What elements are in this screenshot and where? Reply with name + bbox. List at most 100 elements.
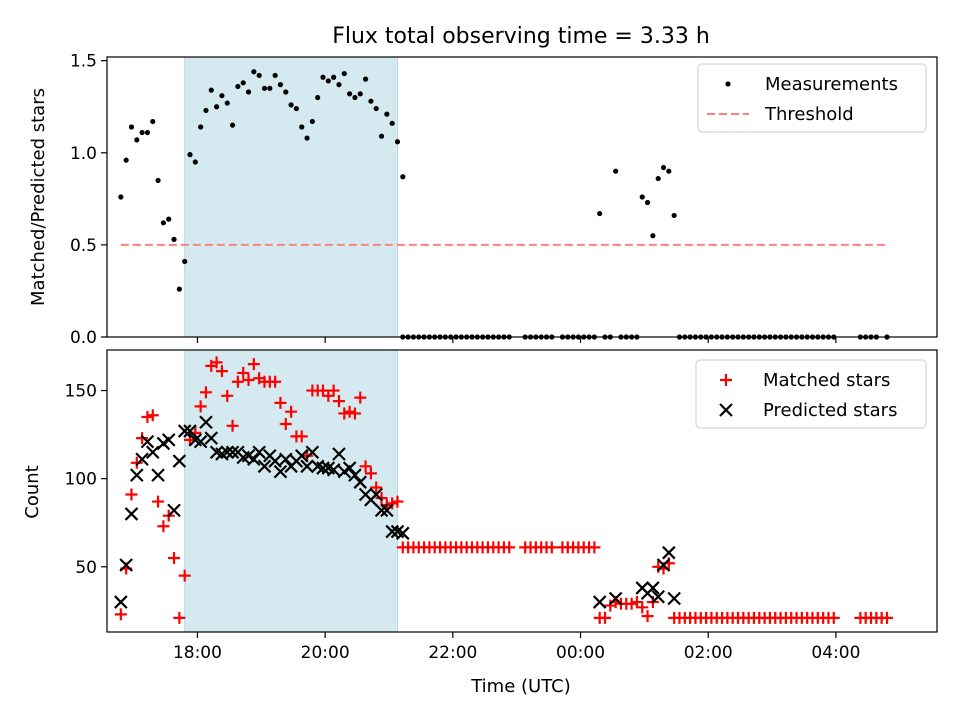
predicted-star-point xyxy=(656,558,671,572)
predicted-star-point xyxy=(651,589,665,604)
matched-star-point xyxy=(332,395,345,408)
matched-star-point xyxy=(359,460,372,473)
matched-star-point xyxy=(269,375,282,388)
measurement-point xyxy=(352,94,358,101)
y-tick-label: 0.5 xyxy=(70,236,97,256)
predicted-star-point xyxy=(167,503,181,518)
matched-star-point xyxy=(364,467,377,480)
matched-star-point xyxy=(237,366,250,379)
predicted-star-point xyxy=(278,452,293,467)
matched-star-point xyxy=(354,391,367,404)
measurement-point xyxy=(331,74,337,80)
predicted-star-point xyxy=(592,595,607,609)
measurement-point xyxy=(192,159,198,165)
measurement-point xyxy=(182,258,188,265)
predicted-star-point xyxy=(161,433,176,447)
matched-star-point xyxy=(173,611,186,624)
measurement-point xyxy=(160,220,166,226)
measurement-point xyxy=(144,129,151,136)
matched-star-point xyxy=(247,358,260,371)
measurement-point xyxy=(219,93,225,99)
matched-star-point xyxy=(375,492,388,505)
measurement-point xyxy=(389,120,395,126)
matched-star-point xyxy=(370,481,383,494)
predicted-star-point xyxy=(662,545,676,560)
measurement-point xyxy=(325,78,331,84)
matched-star-point xyxy=(599,611,611,624)
measurement-point xyxy=(341,70,347,77)
matched-star-point xyxy=(279,418,292,431)
top-axes: 0.0 0.5 1.0 1.5 xyxy=(70,52,938,348)
matched-star-point xyxy=(199,386,212,399)
top-legend: Measurements Threshold xyxy=(697,63,927,133)
predicted-star-point xyxy=(374,503,389,518)
measurement-point xyxy=(261,85,268,91)
y-tick-label: 1.5 xyxy=(70,52,97,72)
matched-star-point xyxy=(285,405,298,418)
predicted-star-point xyxy=(305,445,320,460)
measurement-point xyxy=(655,175,661,182)
bottom-plot-frame xyxy=(106,349,938,633)
measurement-point xyxy=(187,152,193,158)
matched-star-point xyxy=(630,596,643,609)
matched-star-point xyxy=(641,610,654,623)
legend-matched-label: Matched stars xyxy=(763,370,890,391)
measurement-point xyxy=(256,72,262,79)
measurement-point xyxy=(666,168,672,174)
matched-star-point xyxy=(343,405,356,418)
measurement-point xyxy=(245,89,252,95)
predicted-star-point xyxy=(247,452,261,467)
matched-star-point xyxy=(114,608,127,621)
top-plot-frame xyxy=(106,56,938,338)
matched-star-point xyxy=(231,375,244,388)
measurement-point xyxy=(198,124,204,130)
x-tick-label: 02:00 xyxy=(684,643,733,663)
matched-star-point xyxy=(317,384,330,397)
measurement-point xyxy=(394,139,401,145)
predicted-star-point xyxy=(124,507,139,521)
measurement-point xyxy=(171,236,177,242)
observing-interval-shade xyxy=(184,349,398,633)
measurement-point xyxy=(150,118,156,125)
measurement-point xyxy=(347,91,353,97)
predicted-star-point xyxy=(193,434,208,449)
measurement-point xyxy=(283,89,289,95)
matched-star-point xyxy=(221,389,234,402)
bottom-axes: 50 100 150 18:00 20:00 22:00 00:00 02:00 04:00 xyxy=(65,349,938,663)
matched-star-point xyxy=(625,597,638,610)
measurement-point xyxy=(373,105,379,112)
measurement-point xyxy=(299,124,305,130)
measurement-point xyxy=(277,82,284,88)
predicted-star-point xyxy=(204,431,219,445)
observing-interval-shade xyxy=(184,56,398,338)
bottom-legend: Matched stars Predicted stars xyxy=(695,359,927,429)
predicted-star-point xyxy=(316,461,330,475)
matched-star-point xyxy=(178,569,191,582)
matched-star-point xyxy=(157,520,170,533)
predicted-star-point xyxy=(199,415,213,430)
measurement-point xyxy=(155,177,161,184)
measurement-point xyxy=(644,199,651,206)
legend-frame xyxy=(697,63,927,133)
measurement-point xyxy=(368,98,374,104)
measurement-point xyxy=(357,91,363,97)
predicted-star-point xyxy=(348,468,362,482)
predicted-star-point xyxy=(353,475,368,489)
measurement-point xyxy=(660,164,667,171)
predicted-star-point xyxy=(385,524,399,539)
predicted-star-point xyxy=(114,595,128,609)
predicted-star-point xyxy=(225,445,240,460)
x-tick-label: 00:00 xyxy=(556,643,605,663)
measurement-point xyxy=(176,286,182,292)
predicted-star-point xyxy=(342,461,357,475)
matched-star-point xyxy=(391,495,404,508)
predicted-star-point xyxy=(177,424,192,438)
predicted-star-point xyxy=(369,487,383,502)
measurement-point xyxy=(597,210,603,217)
legend-measurements-label: Measurements xyxy=(765,74,898,95)
predicted-star-point xyxy=(300,459,314,474)
matched-star-point xyxy=(168,551,181,564)
measurement-point xyxy=(320,74,326,80)
matched-star-point xyxy=(210,356,223,369)
predicted-star-point xyxy=(268,454,282,468)
